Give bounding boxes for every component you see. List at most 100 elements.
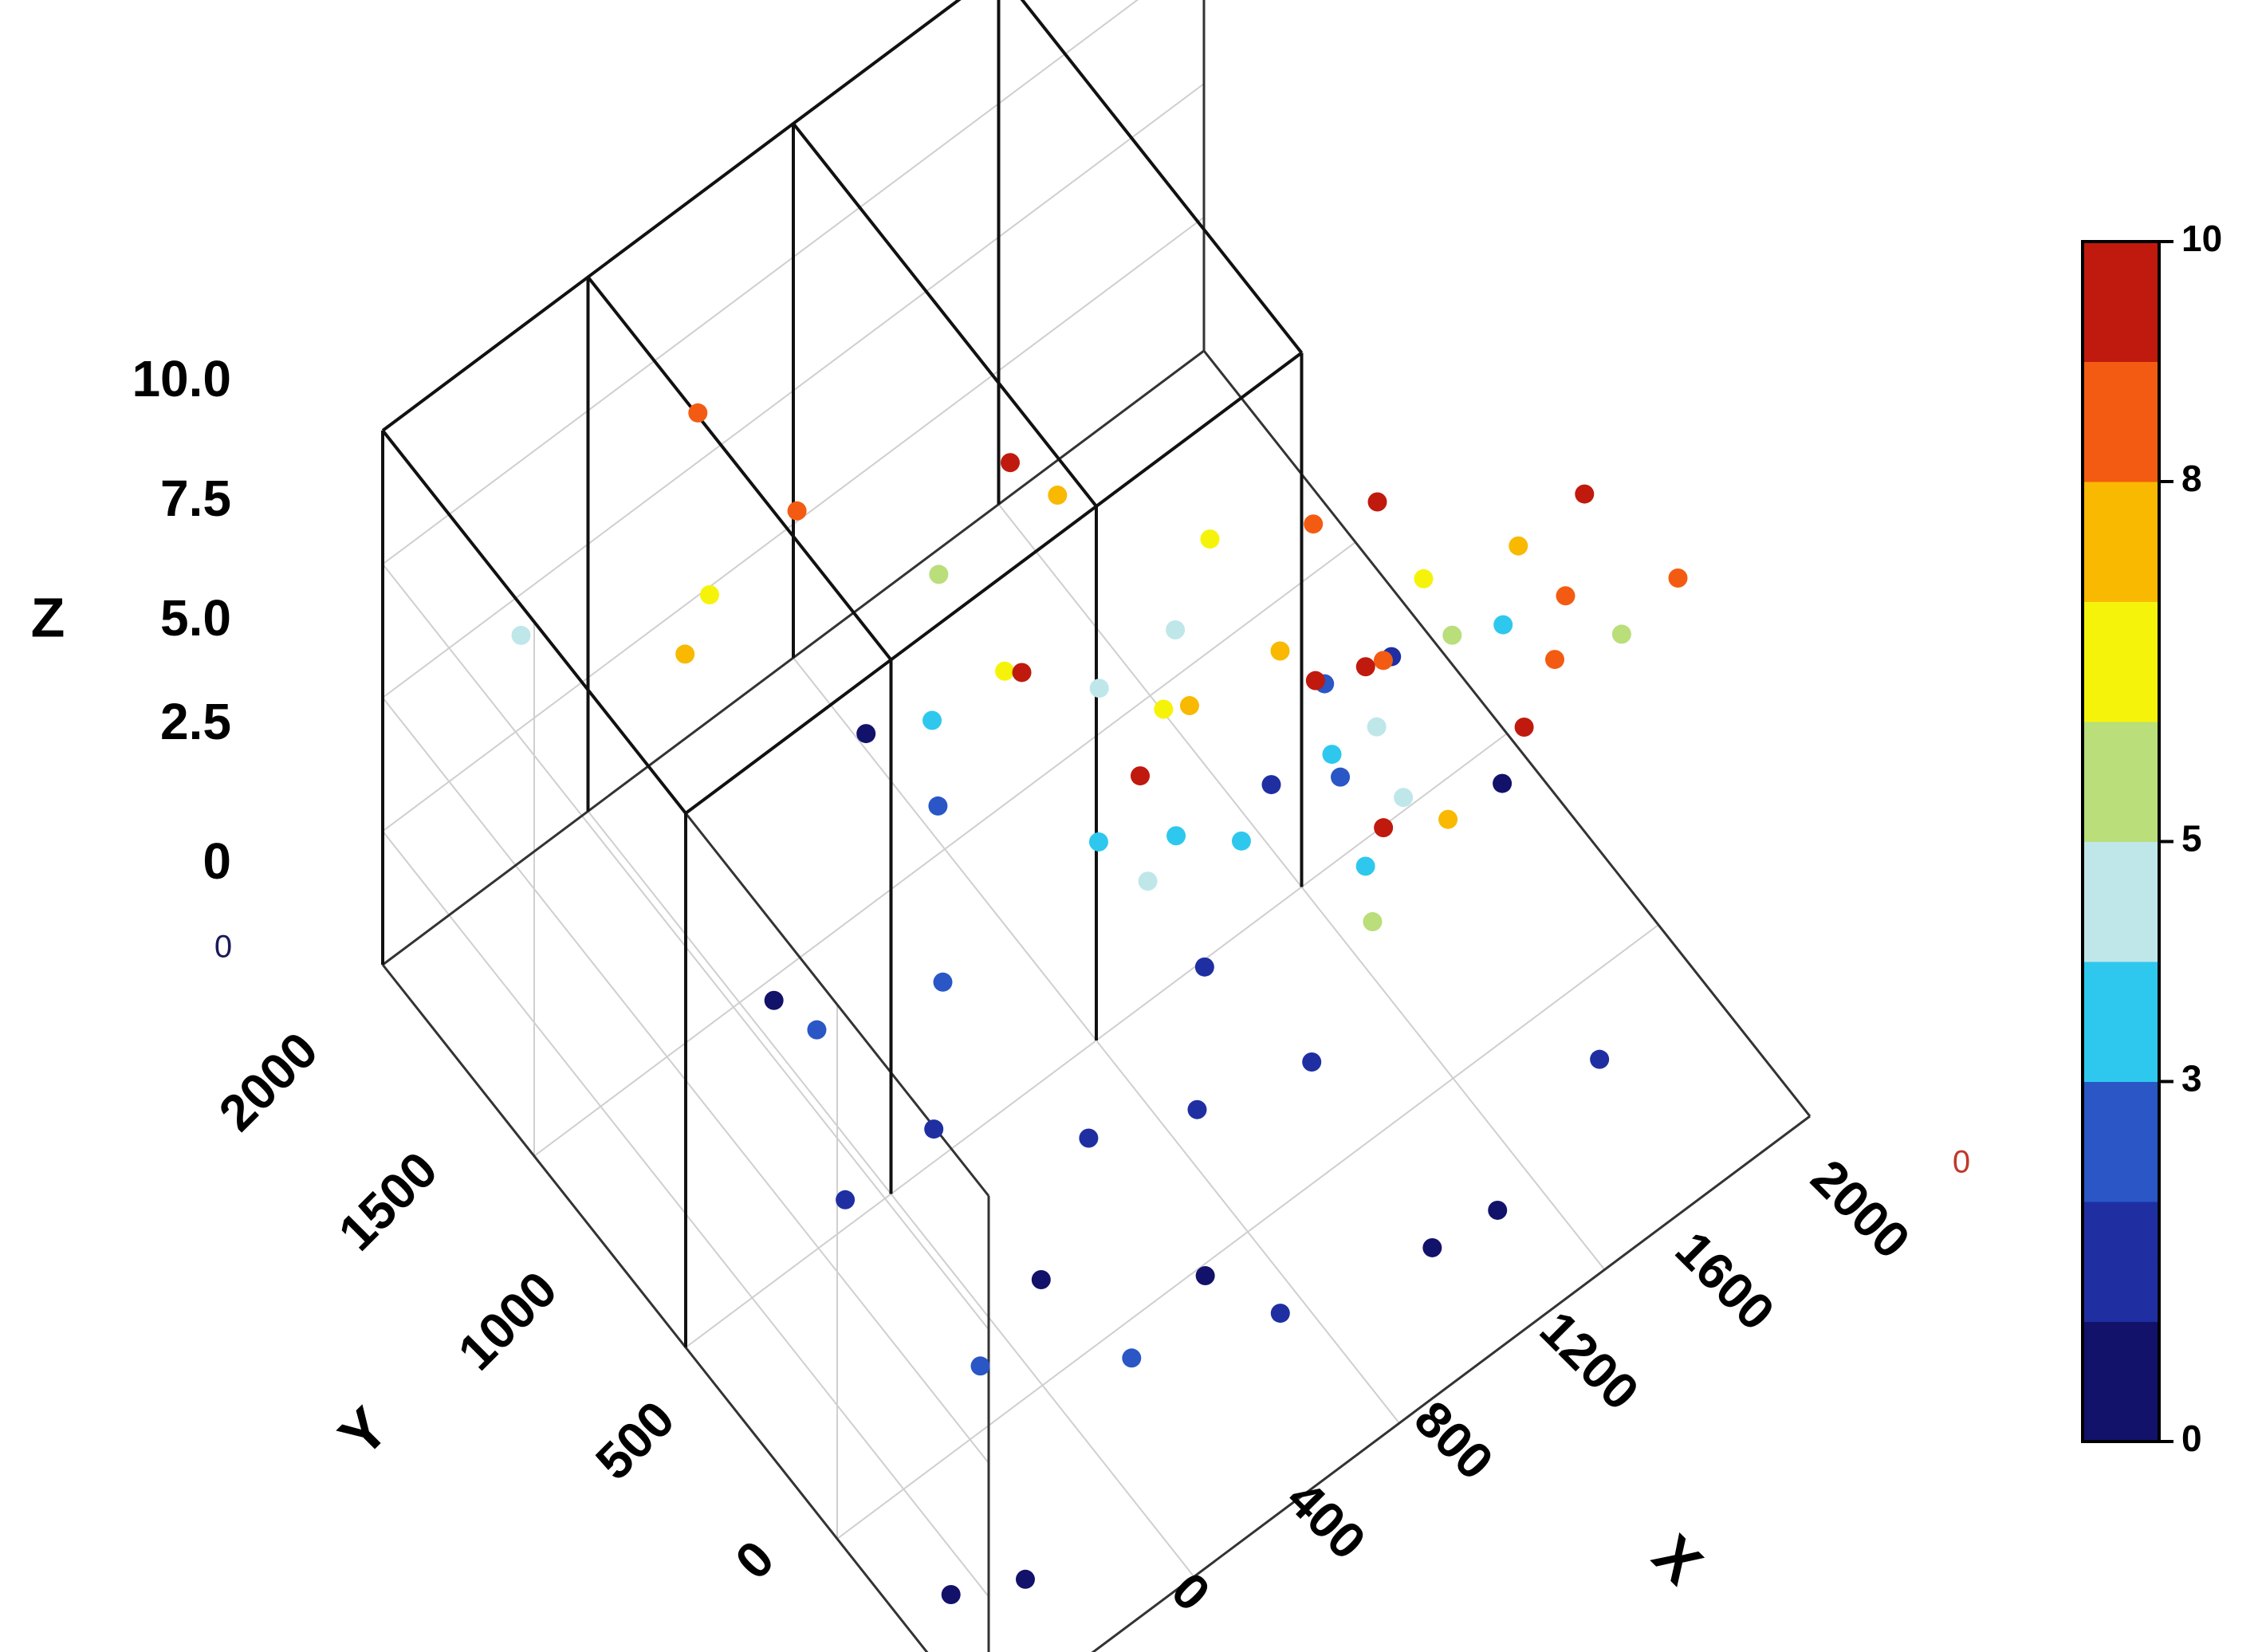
data-point [688,403,708,423]
colorbar-band [2083,1081,2159,1143]
data-point [1488,1200,1508,1220]
cell-frame-top [381,429,687,815]
x-tick-label: 1600 [1665,1221,1786,1342]
x-tick-label: 800 [1403,1390,1504,1490]
data-point [1367,717,1387,737]
data-point [1270,1304,1290,1324]
z-axis-label: Z [31,586,65,648]
data-point [1556,586,1575,606]
corner-label-right: 0 [1953,1145,1970,1180]
z-tick-label: 2.5 [160,693,231,750]
data-point [1031,1270,1051,1289]
data-point [1668,568,1688,588]
data-point [1194,957,1214,977]
colorbar-band [2083,601,2159,663]
data-point [1200,529,1220,549]
data-point [970,1356,990,1376]
data-point [856,724,876,744]
data-point [1575,484,1595,504]
cell-frame-top [1020,0,1304,354]
data-point [1166,620,1186,639]
data-point [1261,775,1281,795]
y-axis-label: Y [326,1394,401,1469]
colorbar-band [2083,962,2159,1022]
data-point [1611,624,1631,644]
colorbar: 0 3 5 8 10 [2081,218,2222,1459]
data-point [1367,492,1387,512]
y-tick-label: 1500 [328,1141,449,1262]
colorbar-band [2083,1381,2159,1442]
data-point [1001,453,1020,473]
data-point [1016,1569,1035,1589]
data-point [1305,671,1325,690]
data-point [1012,663,1032,682]
colorbar-band [2083,242,2159,302]
colorbar-band [2083,1261,2159,1322]
data-point [1304,514,1324,534]
colorbar-band [2083,901,2159,962]
data-point [1374,818,1394,838]
cell-frame-top [792,122,1098,508]
data-point [1138,871,1158,891]
data-point [1394,788,1414,808]
colorbar-band [2083,1021,2159,1082]
cell-frame-top [586,276,893,661]
data-point [1509,536,1528,556]
data-point [807,1020,827,1040]
x-tick-label: 400 [1276,1469,1376,1570]
data-point [1231,831,1251,851]
data-point [1590,1049,1610,1069]
x-tick-label: 1200 [1529,1300,1650,1422]
data-point [1545,650,1564,670]
data-point [1079,1128,1099,1148]
colorbar-band [2083,482,2159,542]
colorbar-band [2083,361,2159,423]
colorbar-band [2083,1202,2159,1262]
box-edge [1202,350,1812,1117]
colorbar-tick-label: 8 [2181,458,2202,499]
x-tick-label: 0 [1161,1561,1221,1622]
z-tick-label: 5.0 [160,589,231,647]
data-point [1422,1237,1442,1257]
data-point [700,585,719,604]
data-point [1048,486,1068,505]
floor-grid-line [533,541,1356,1157]
colorbar-band [2083,722,2159,782]
colorbar-tick-label: 5 [2181,818,2202,859]
z-tick-label: 0 [203,832,231,890]
data-point [929,564,949,584]
data-point [1166,826,1186,846]
data-point [1514,718,1534,737]
z-tick-label: 10.0 [132,350,231,407]
data-point [1088,832,1108,852]
box-edge [1091,1115,1811,1652]
data-point [1187,1099,1207,1119]
data-point [1373,651,1393,671]
colorbar-band [2083,541,2159,602]
colorbar-band [2083,841,2159,903]
data-point [511,625,531,645]
cell-frame-top [381,0,962,432]
z-tick-label: 7.5 [160,470,231,527]
data-points [511,403,1688,1604]
cell-frame-top [684,351,1303,815]
data-point [1131,766,1150,786]
data-point [675,644,695,664]
colorbar-band [2083,1321,2159,1383]
data-point [1493,615,1513,635]
colorbar-tick-label: 10 [2181,218,2222,259]
colorbar-band [2083,781,2159,842]
colorbar-band [2083,1141,2159,1202]
data-point [1414,568,1434,588]
data-point [1355,657,1375,677]
y-tick-label: 1000 [447,1261,568,1382]
floor-grid-line [836,924,1659,1540]
colorbar-band [2083,421,2159,482]
data-point [1438,809,1458,829]
data-point [924,1119,944,1139]
colorbar-band [2083,301,2159,362]
colorbar-tick-label: 0 [2181,1418,2202,1459]
data-point [922,710,942,730]
data-point [928,796,948,816]
